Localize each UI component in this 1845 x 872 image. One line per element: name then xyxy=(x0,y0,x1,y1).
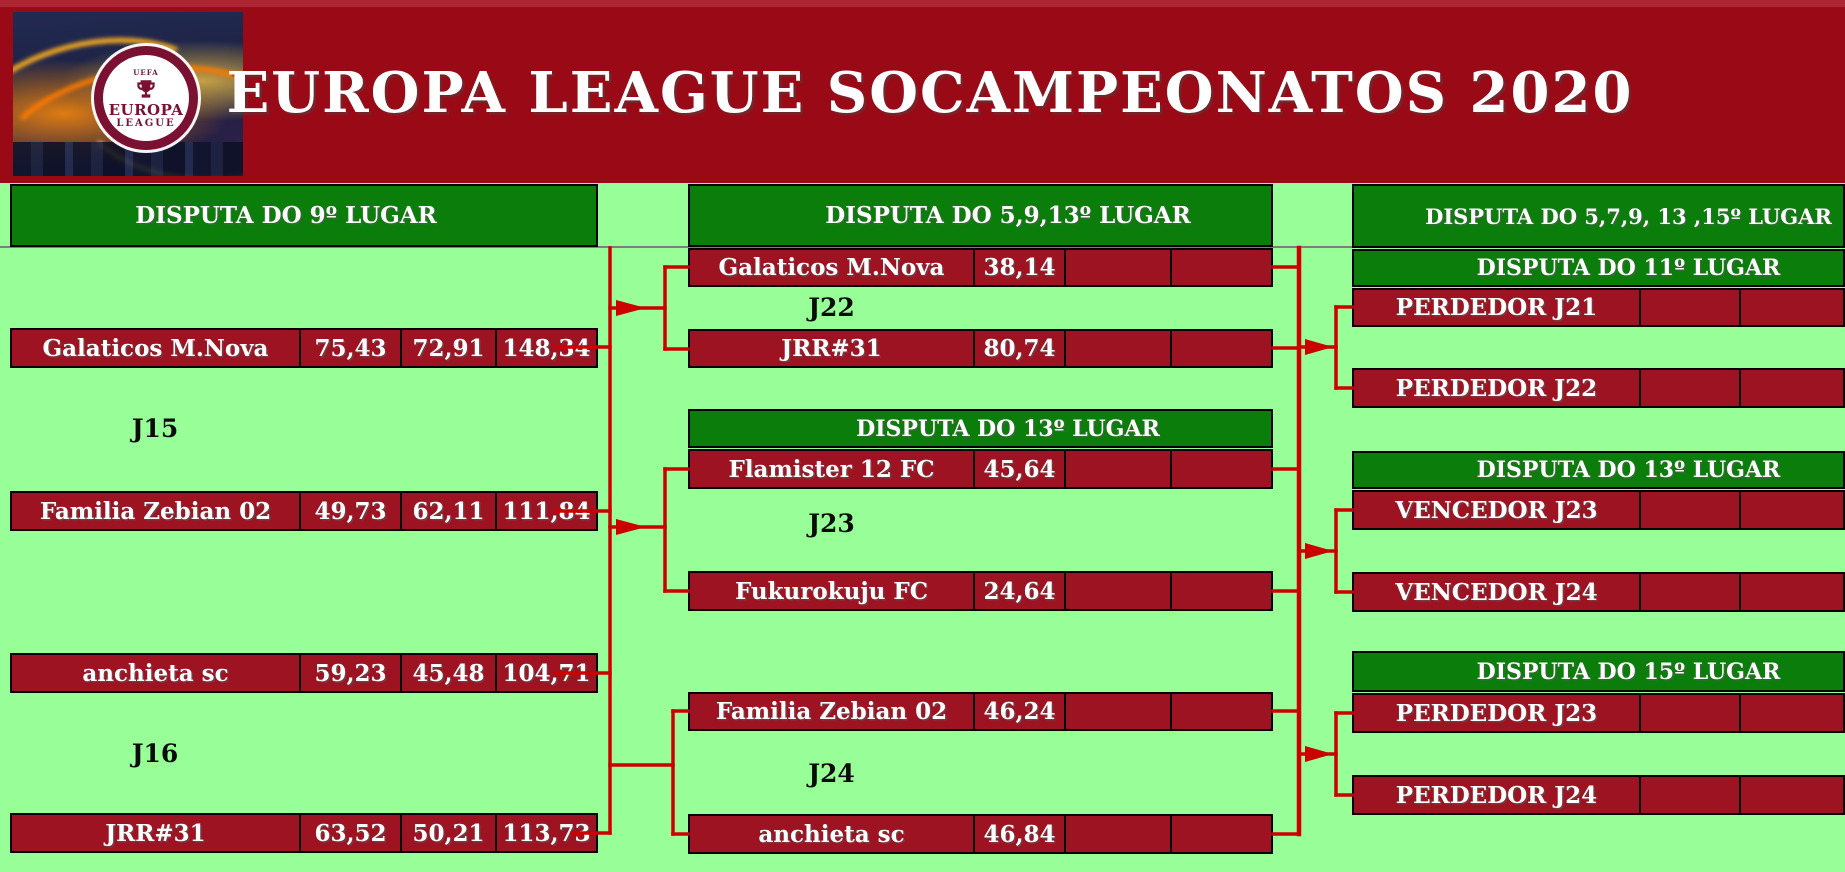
score-cell[interactable]: 24,64 xyxy=(975,573,1064,609)
match-label-j24[interactable]: J24 xyxy=(808,758,855,788)
bracket-row-familia-zebian[interactable]: Familia Zebian 02 49,73 62,11 111,84 xyxy=(10,491,598,531)
empty-score-cell[interactable] xyxy=(1741,370,1843,406)
bracket-row-vencedor-j24[interactable]: VENCEDOR J24 xyxy=(1352,572,1845,612)
score-cell[interactable]: 62,11 xyxy=(402,493,495,529)
bracket-row-perdedor-j23[interactable]: PERDEDOR J23 xyxy=(1352,693,1845,733)
score-cell[interactable]: 80,74 xyxy=(975,331,1064,366)
score-cell[interactable]: 46,24 xyxy=(975,694,1064,729)
total-cell[interactable]: 111,84 xyxy=(497,493,596,529)
empty-score-cell[interactable] xyxy=(1641,574,1739,610)
match-label-j23[interactable]: J23 xyxy=(808,508,855,538)
header-disputa-13-lugar-middle[interactable]: DISPUTA DO 13º LUGAR xyxy=(688,409,1273,448)
bracket-row-jrr31[interactable]: JRR#31 63,52 50,21 113,73 xyxy=(10,813,598,853)
empty-score-cell[interactable] xyxy=(1066,573,1170,609)
bracket-row-galaticos-j22[interactable]: Galaticos M.Nova 38,14 xyxy=(688,248,1273,287)
header-disputa-15-lugar[interactable]: DISPUTA DO 15º LUGAR xyxy=(1352,651,1845,692)
match-label-j15[interactable]: J15 xyxy=(131,413,179,443)
team-name-cell[interactable]: PERDEDOR J23 xyxy=(1354,695,1639,731)
bracket-row-fukurokuju[interactable]: Fukurokuju FC 24,64 xyxy=(688,571,1273,611)
team-name-cell[interactable]: VENCEDOR J24 xyxy=(1354,574,1639,610)
empty-score-cell[interactable] xyxy=(1741,777,1843,813)
empty-score-cell[interactable] xyxy=(1066,816,1170,852)
team-name-cell[interactable]: anchieta sc xyxy=(690,816,973,852)
team-name-cell[interactable]: Flamister 12 FC xyxy=(690,451,973,487)
team-name-cell[interactable]: anchieta sc xyxy=(12,655,299,691)
score-cell[interactable]: 72,91 xyxy=(402,330,495,366)
empty-score-cell[interactable] xyxy=(1172,816,1271,852)
bracket-row-jrr31-j22[interactable]: JRR#31 80,74 xyxy=(688,329,1273,368)
empty-score-cell[interactable] xyxy=(1172,694,1271,729)
bracket-row-flamister[interactable]: Flamister 12 FC 45,64 xyxy=(688,449,1273,489)
bracket-row-perdedor-j21[interactable]: PERDEDOR J21 xyxy=(1352,288,1845,327)
score-cell[interactable]: 45,48 xyxy=(402,655,495,691)
city-skyline xyxy=(13,142,243,176)
bracket-row-familia-j24[interactable]: Familia Zebian 02 46,24 xyxy=(688,692,1273,731)
empty-score-cell[interactable] xyxy=(1641,370,1739,406)
trophy-icon xyxy=(137,79,155,98)
bracket-row-perdedor-j22[interactable]: PERDEDOR J22 xyxy=(1352,368,1845,408)
uefa-label: UEFA xyxy=(133,67,159,77)
page-title: EUROPA LEAGUE SOCAMPEONATOS 2020 xyxy=(226,60,1634,126)
score-cell[interactable]: 46,84 xyxy=(975,816,1064,852)
total-cell[interactable]: 113,73 xyxy=(497,815,596,851)
empty-score-cell[interactable] xyxy=(1641,290,1739,325)
total-cell[interactable]: 148,34 xyxy=(497,330,596,366)
header-disputa-5-7-9-13-15-lugar[interactable]: DISPUTA DO 5,7,9, 13 ,15º LUGAR xyxy=(1352,184,1845,248)
team-name-cell[interactable]: PERDEDOR J21 xyxy=(1354,290,1639,325)
bracket-row-vencedor-j23[interactable]: VENCEDOR J23 xyxy=(1352,490,1845,530)
empty-score-cell[interactable] xyxy=(1641,695,1739,731)
empty-score-cell[interactable] xyxy=(1641,492,1739,528)
team-name-cell[interactable]: Familia Zebian 02 xyxy=(690,694,973,729)
score-cell[interactable]: 59,23 xyxy=(301,655,400,691)
total-cell[interactable]: 104,71 xyxy=(497,655,596,691)
banner: UEFA EUROPA LEAGUE EUROPA LEAGUE SOCAMPE… xyxy=(0,0,1845,183)
team-name-cell[interactable]: PERDEDOR J22 xyxy=(1354,370,1639,406)
empty-score-cell[interactable] xyxy=(1741,695,1843,731)
empty-score-cell[interactable] xyxy=(1066,331,1170,366)
score-cell[interactable]: 63,52 xyxy=(301,815,400,851)
empty-score-cell[interactable] xyxy=(1172,250,1271,285)
team-name-cell[interactable]: Fukurokuju FC xyxy=(690,573,973,609)
empty-score-cell[interactable] xyxy=(1741,574,1843,610)
score-cell[interactable]: 45,64 xyxy=(975,451,1064,487)
empty-score-cell[interactable] xyxy=(1066,250,1170,285)
team-name-cell[interactable]: JRR#31 xyxy=(690,331,973,366)
bracket-row-anchieta[interactable]: anchieta sc 59,23 45,48 104,71 xyxy=(10,653,598,693)
match-label-j22[interactable]: J22 xyxy=(808,292,855,322)
header-disputa-5-9-13-lugar[interactable]: DISPUTA DO 5,9,13º LUGAR xyxy=(688,184,1273,247)
bracket-row-perdedor-j24[interactable]: PERDEDOR J24 xyxy=(1352,775,1845,815)
empty-score-cell[interactable] xyxy=(1172,451,1271,487)
header-disputa-11-lugar[interactable]: DISPUTA DO 11º LUGAR xyxy=(1352,249,1845,287)
bracket-row-anchieta-j24[interactable]: anchieta sc 46,84 xyxy=(688,814,1273,854)
score-cell[interactable]: 75,43 xyxy=(301,330,400,366)
empty-score-cell[interactable] xyxy=(1066,694,1170,729)
team-name-cell[interactable]: VENCEDOR J23 xyxy=(1354,492,1639,528)
team-name-cell[interactable]: Familia Zebian 02 xyxy=(12,493,299,529)
sheet-gridline xyxy=(0,246,1845,248)
window-edge xyxy=(0,0,1845,7)
header-disputa-9-lugar[interactable]: DISPUTA DO 9º LUGAR xyxy=(10,184,598,247)
bracket-row-galaticos[interactable]: Galaticos M.Nova 75,43 72,91 148,34 xyxy=(10,328,598,368)
empty-score-cell[interactable] xyxy=(1641,777,1739,813)
logo-europa-text: EUROPA xyxy=(108,100,184,119)
score-cell[interactable]: 49,73 xyxy=(301,493,400,529)
uefa-badge: UEFA EUROPA LEAGUE xyxy=(94,46,198,150)
logo-league-text: LEAGUE xyxy=(116,117,176,129)
team-name-cell[interactable]: JRR#31 xyxy=(12,815,299,851)
empty-score-cell[interactable] xyxy=(1066,451,1170,487)
team-name-cell[interactable]: Galaticos M.Nova xyxy=(690,250,973,285)
team-name-cell[interactable]: PERDEDOR J24 xyxy=(1354,777,1639,813)
empty-score-cell[interactable] xyxy=(1172,331,1271,366)
team-name-cell[interactable]: Galaticos M.Nova xyxy=(12,330,299,366)
empty-score-cell[interactable] xyxy=(1172,573,1271,609)
score-cell[interactable]: 50,21 xyxy=(402,815,495,851)
score-cell[interactable]: 38,14 xyxy=(975,250,1064,285)
match-label-j16[interactable]: J16 xyxy=(131,738,179,768)
header-disputa-13-lugar-right[interactable]: DISPUTA DO 13º LUGAR xyxy=(1352,451,1845,489)
empty-score-cell[interactable] xyxy=(1741,492,1843,528)
empty-score-cell[interactable] xyxy=(1741,290,1843,325)
europa-league-logo: UEFA EUROPA LEAGUE xyxy=(13,12,243,176)
